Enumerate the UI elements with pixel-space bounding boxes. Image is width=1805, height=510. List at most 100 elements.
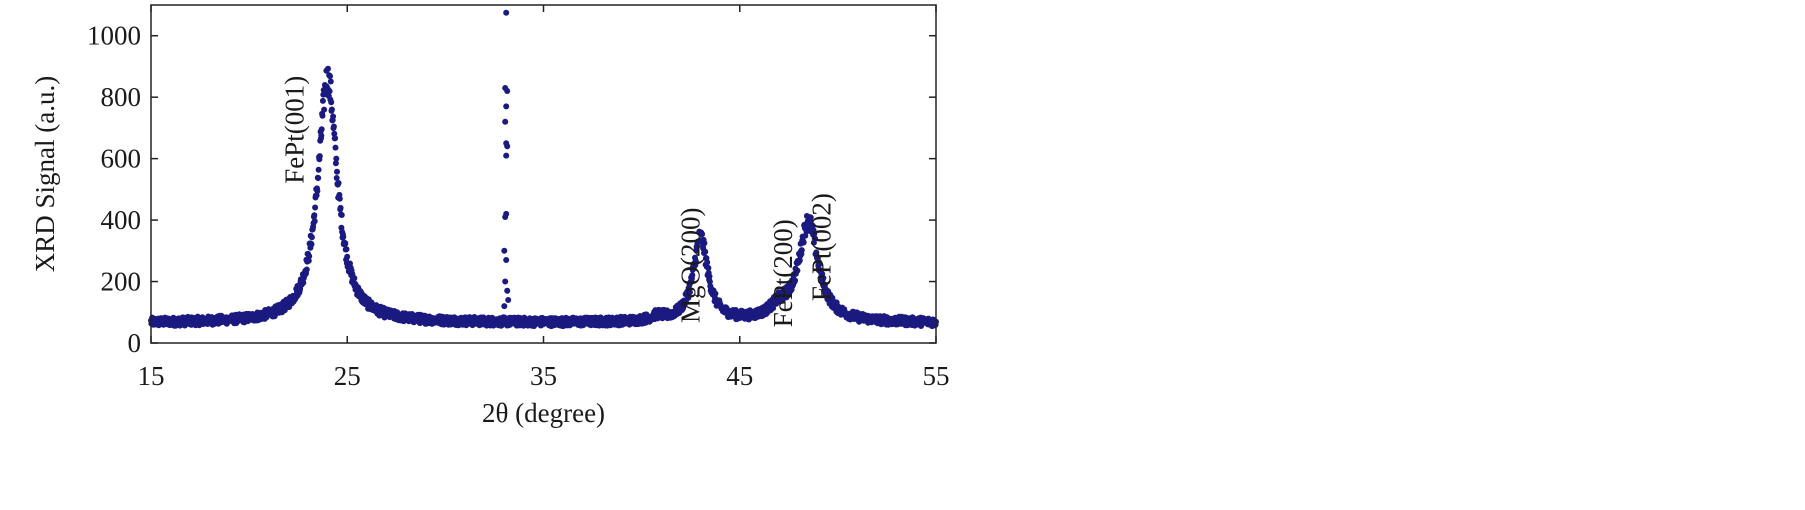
data-point [706,278,713,285]
data-point [333,155,340,162]
data-point [311,212,318,219]
peak-label: MgO(200) [676,208,706,324]
data-point [311,218,318,225]
y-tick-label: 0 [128,328,142,358]
data-point [300,279,307,286]
data-point [333,175,340,181]
data-point [308,234,315,241]
data-point [812,235,819,242]
data-point [704,259,711,266]
data-point [312,204,319,211]
data-point [816,260,823,267]
data-point [794,267,801,274]
data-point [316,153,323,160]
data-point [796,257,803,264]
data-point [501,247,508,254]
data-point [315,166,322,173]
data-point [504,143,511,150]
data-point [343,246,350,253]
y-tick-label: 600 [101,144,142,174]
x-tick-label: 35 [530,361,557,391]
data-point [332,135,339,142]
data-point [328,106,335,113]
data-point [337,204,344,211]
data-point [502,118,509,125]
data-point [501,303,508,310]
data-point [829,294,836,301]
peak-label: FePt(002) [806,193,836,301]
data-point [504,287,511,294]
data-point [327,78,334,85]
data-point [351,275,358,282]
data-point [314,188,321,194]
data-point [330,113,337,120]
data-point [502,278,509,285]
axis-ticks [150,5,937,344]
x-tick-label: 55 [923,361,950,391]
data-point [502,214,509,220]
data-point [811,230,818,237]
data-point [702,248,709,255]
data-point [692,257,699,264]
data-point [699,231,706,238]
data-point [281,307,288,314]
data-point [686,289,693,296]
peak-label: FePt(200) [768,219,798,327]
data-point [706,273,713,280]
peak-labels: FePt(001) MgO(200) FePt(200) FePt(002) [280,76,837,328]
data-point [807,214,814,221]
data-point [792,277,799,284]
data-point [504,88,511,94]
y-tick-label: 800 [101,82,142,112]
data-point [705,265,712,271]
data-point [321,106,328,113]
data-point [770,305,777,312]
data-point [342,240,349,247]
data-point [798,247,805,254]
x-axis-label: 2θ (degree) [482,398,605,428]
data-point [820,275,827,281]
data-point [319,97,326,104]
x-tick-label: 15 [138,361,165,391]
data-point [318,126,325,133]
data-point [334,168,340,175]
data-point [712,290,719,297]
data-point [325,65,331,72]
x-tick-label: 45 [726,361,753,391]
y-axis-label: XRD Signal (a.u.) [30,76,60,272]
x-tick-label: 25 [334,361,361,391]
y-tick-label: 200 [101,267,142,297]
data-point [318,132,325,139]
data-point [326,88,333,95]
data-point [503,152,510,159]
data-point [327,73,333,80]
data-point [340,233,347,240]
data-point [685,294,692,301]
data-point [344,253,351,260]
data-point [330,123,337,130]
data-point [338,212,345,218]
y-tick-label: 1000 [87,21,141,51]
data-point [503,103,510,110]
data-point [336,195,343,202]
data-point [319,112,326,119]
data-point [332,144,339,151]
tick-labels: 15 25 35 45 55 0 200 400 600 800 1000 [87,21,950,391]
data-points [148,9,939,330]
data-point [306,253,313,260]
data-point [701,240,708,247]
data-point [315,175,322,181]
data-point [800,239,807,246]
data-point [332,160,339,167]
data-point [335,180,342,186]
data-point [503,9,510,16]
data-point [503,257,510,263]
data-point [303,266,310,273]
data-point [505,297,512,303]
data-point [308,241,315,248]
data-point [689,272,696,279]
data-point [305,257,312,264]
peak-label: FePt(001) [280,76,310,184]
data-point [328,99,335,106]
